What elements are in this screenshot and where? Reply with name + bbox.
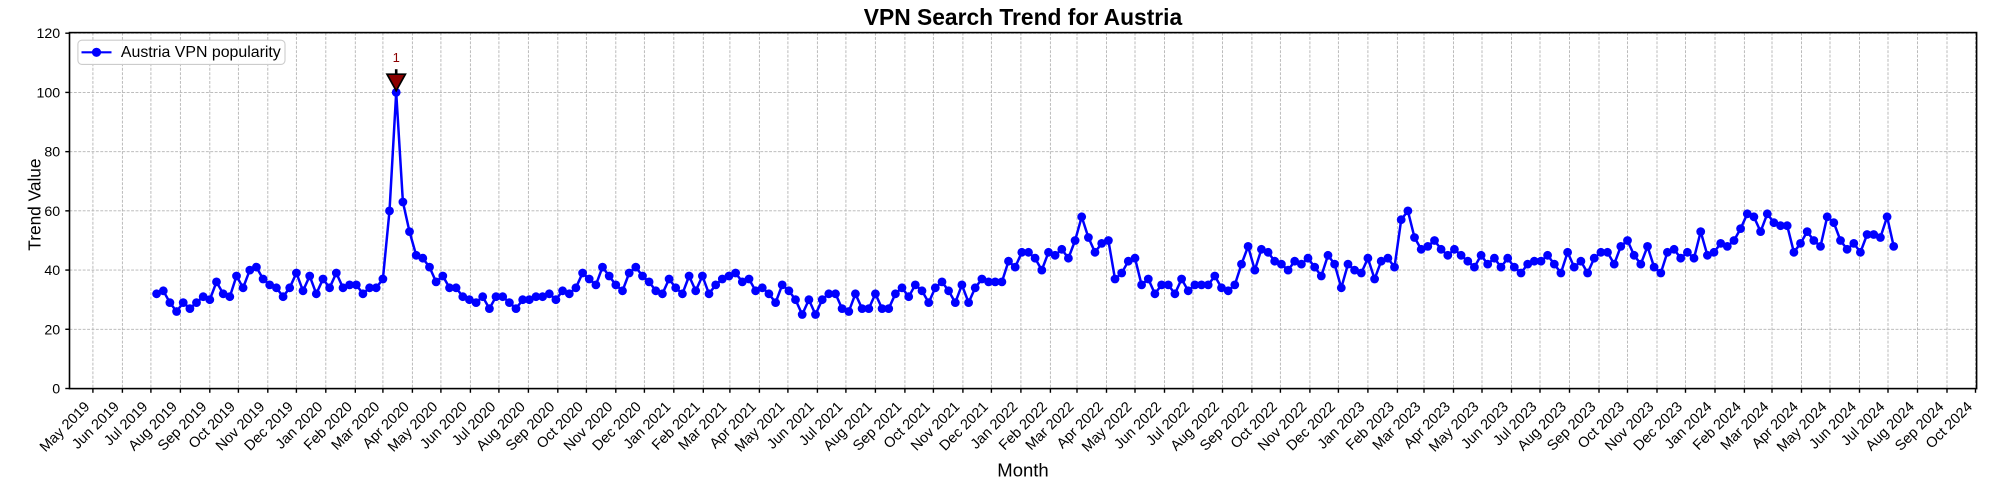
- svg-text:Trend Value: Trend Value: [24, 158, 44, 250]
- svg-text:VPN Search Trend for Austria: VPN Search Trend for Austria: [864, 4, 1183, 30]
- svg-text:Austria VPN popularity: Austria VPN popularity: [121, 44, 281, 61]
- svg-text:0: 0: [52, 382, 60, 398]
- svg-text:120: 120: [37, 26, 61, 42]
- svg-text:60: 60: [44, 204, 60, 220]
- svg-text:1: 1: [393, 50, 400, 65]
- svg-text:20: 20: [44, 322, 60, 338]
- svg-text:100: 100: [37, 85, 61, 101]
- svg-text:40: 40: [44, 263, 60, 279]
- svg-text:Month: Month: [997, 460, 1048, 481]
- svg-text:80: 80: [44, 145, 60, 161]
